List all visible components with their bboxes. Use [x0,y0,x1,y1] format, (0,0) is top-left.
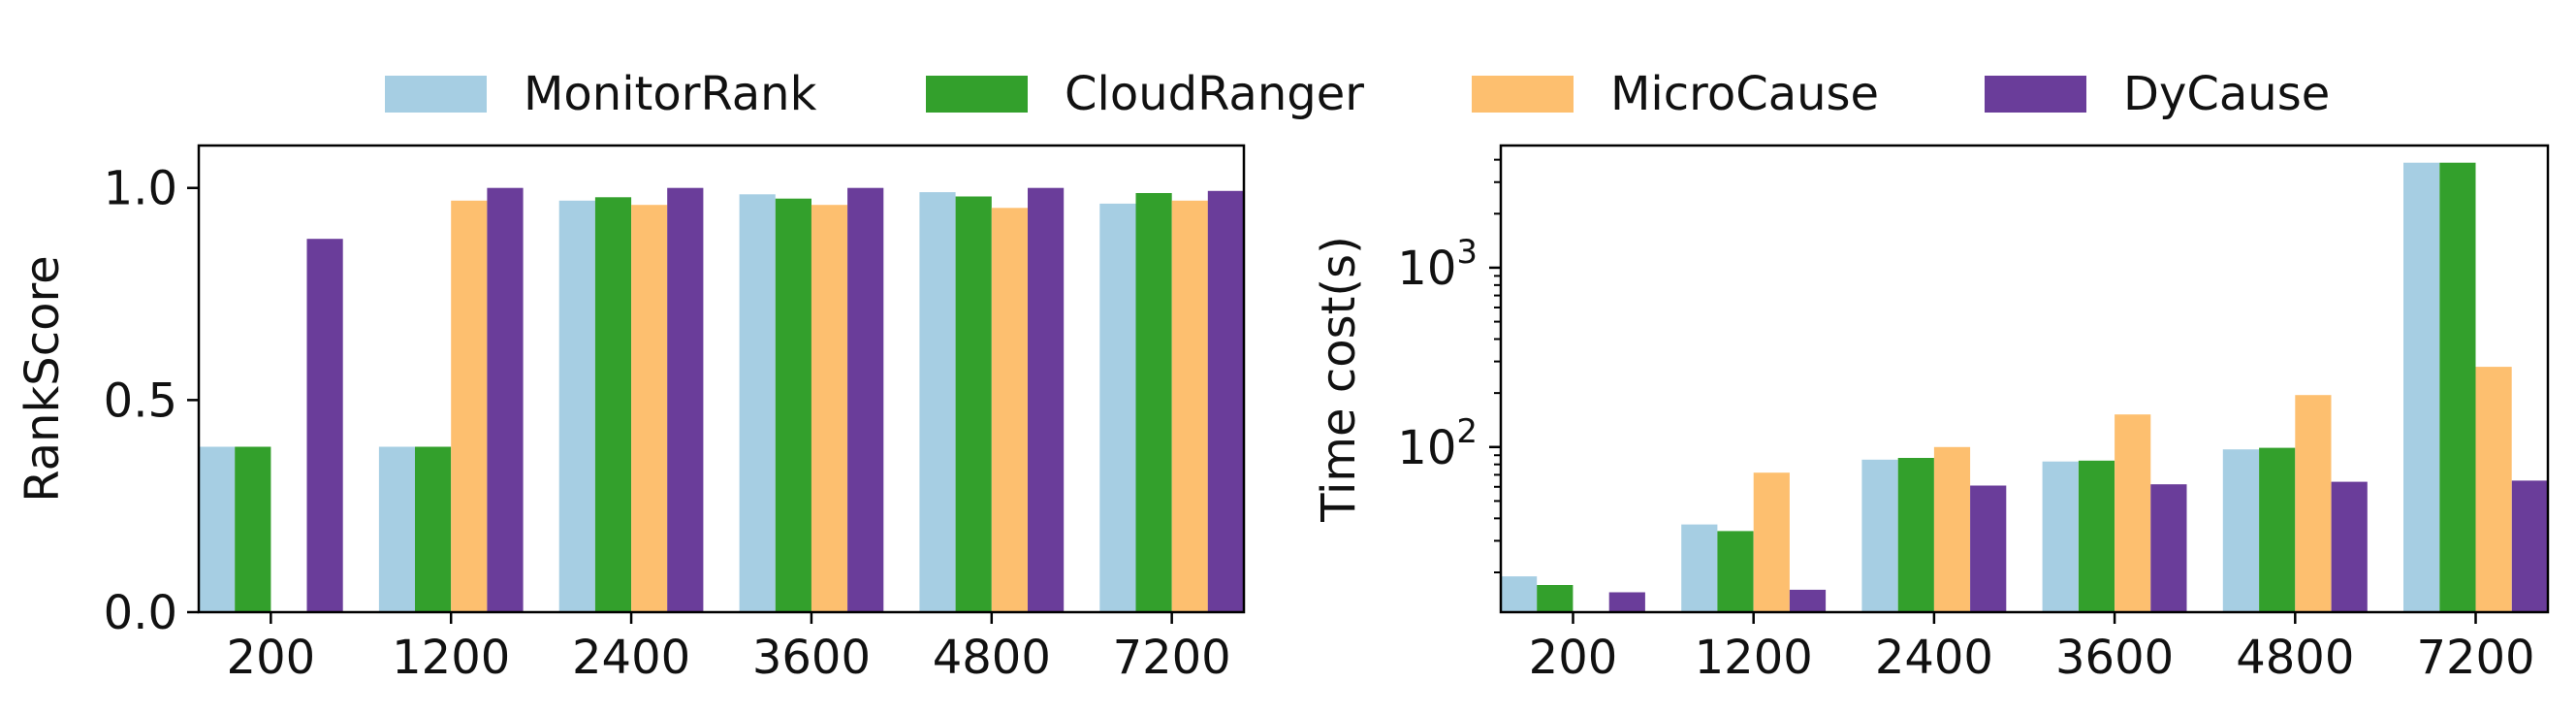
chart-panel-1: 200 1200 2400 3600 4800 7200 0.0 0.5 1.0 RankScor… [16,144,1246,685]
y-tick-base: 10 [1397,242,1456,296]
bar-dycause-1200 [1789,589,1827,612]
y-tick-label: 0.0 [104,586,177,640]
legend-swatch [1985,76,2086,113]
x-tick-label: 1200 [1695,631,1813,685]
legend-item-cloudranger: CloudRanger [926,60,1364,128]
bar-dycause-3600 [847,187,884,612]
bar-monitorrank-2400 [558,200,595,613]
legend-label: CloudRanger [1065,67,1364,121]
y-tick-exponent: 2 [1456,412,1478,451]
x-tick-label: 200 [1529,631,1618,685]
bar-dycause-7200 [2511,480,2548,612]
plot-frame [1499,144,2550,614]
legend-label: MonitorRank [524,67,817,121]
y-tick-exponent: 3 [1456,233,1478,272]
bar-microcause-4800 [2295,395,2332,612]
y-axis-label: Time cost(s) [1312,236,1366,523]
x-tick-label: 4800 [933,631,1051,685]
bar-monitorrank-1200 [378,446,416,612]
bar-cloudranger-4800 [2259,447,2296,612]
y-tick-label: 1.0 [104,162,177,216]
bar-cloudranger-4800 [955,196,992,612]
bar-dycause-3600 [2150,484,2187,612]
legend-item-microcause: MicroCause [1472,60,1879,128]
bar-monitorrank-200 [1501,576,1538,612]
bar-dycause-1200 [487,187,524,612]
bar-dycause-7200 [1207,190,1244,613]
bar-dycause-200 [1608,592,1645,612]
x-tick-label: 7200 [2416,631,2534,685]
legend-label: DyCause [2123,67,2331,121]
bar-cloudranger-3600 [2078,460,2115,612]
chart-legend: MonitorRank CloudRanger MicroCause DyCause [0,60,2576,128]
bar-cloudranger-1200 [415,446,452,612]
legend-swatch [385,76,487,113]
y-axis-label: RankScore [16,255,70,502]
bar-dycause-2400 [1970,485,2007,612]
bar-dycause-200 [306,239,343,612]
x-tick-label: 1200 [392,631,510,685]
bar-cloudranger-1200 [1717,531,1754,612]
legend-item-dycause: DyCause [1985,60,2330,128]
bar-cloudranger-3600 [775,198,811,612]
x-tick-label: 200 [227,631,316,685]
y-tick-label: 0.5 [104,374,177,428]
bar-cloudranger-2400 [594,197,632,613]
plot-frame [197,144,1246,614]
bar-monitorrank-200 [199,446,236,612]
bar-monitorrank-1200 [1681,524,1718,612]
y-tick-base: 10 [1397,421,1456,475]
bar-monitorrank-4800 [919,192,956,612]
legend-item-monitorrank: MonitorRank [385,60,816,128]
bar-cloudranger-7200 [1135,193,1172,612]
bar-microcause-3600 [2115,414,2151,612]
x-tick-label: 2400 [1875,631,1993,685]
bar-monitorrank-3600 [2042,461,2079,612]
bar-cloudranger-200 [235,446,271,612]
bar-cloudranger-200 [1537,585,1574,612]
bar-microcause-7200 [2475,367,2512,612]
bar-cloudranger-2400 [1897,458,1934,612]
legend-label: MicroCause [1610,67,1880,121]
y-tick-label: 103 [1397,233,1478,296]
bar-microcause-3600 [811,205,848,612]
bar-monitorrank-7200 [2403,162,2440,612]
bar-cloudranger-7200 [2439,162,2476,612]
bar-microcause-2400 [1933,446,1971,612]
x-tick-label: 3600 [2055,631,2174,685]
x-tick-label: 2400 [572,631,690,685]
bar-microcause-2400 [631,205,668,612]
bar-microcause-7200 [1171,200,1208,613]
x-tick-label: 7200 [1113,631,1231,685]
bar-dycause-4800 [2331,481,2368,612]
bar-monitorrank-4800 [2222,449,2259,612]
y-tick-label: 102 [1397,412,1478,475]
x-tick-label: 3600 [752,631,871,685]
bar-monitorrank-3600 [739,194,776,613]
x-tick-label: 4800 [2236,631,2354,685]
bar-monitorrank-2400 [1861,459,1898,612]
bar-dycause-2400 [667,187,704,612]
bar-dycause-4800 [1028,187,1065,612]
bar-monitorrank-7200 [1099,203,1136,612]
bar-microcause-1200 [1753,472,1790,612]
bar-microcause-1200 [451,200,488,613]
legend-swatch [926,76,1028,113]
legend-swatch [1472,76,1574,113]
bar-microcause-4800 [991,208,1028,613]
